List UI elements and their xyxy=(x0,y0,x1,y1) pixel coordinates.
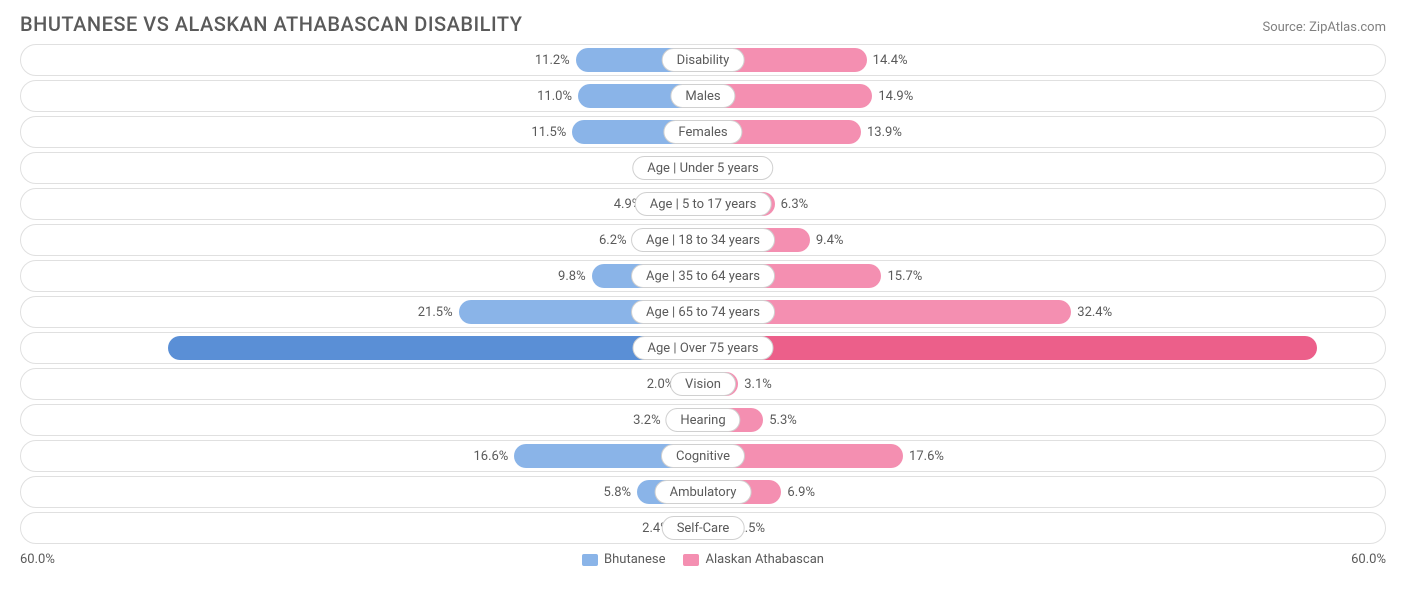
value-right: 13.9% xyxy=(867,117,902,147)
bar-left: 47.1% xyxy=(168,336,703,360)
chart-area: 11.2% 14.4% Disability 11.0% 14.9% Males 11.5%… xyxy=(0,44,1406,544)
value-left: 16.6% xyxy=(473,441,508,471)
chart-row: 4.9%6.3%Age | 5 to 17 years xyxy=(20,188,1386,220)
value-left: 5.8% xyxy=(604,477,632,507)
legend-item-right: Alaskan Athabascan xyxy=(683,552,823,567)
chart-row: 47.1%54.0%Age | Over 75 years xyxy=(20,332,1386,364)
category-pill: Age | Over 75 years xyxy=(633,336,774,360)
axis-max-left: 60.0% xyxy=(20,552,55,567)
bar-right: 54.0% xyxy=(703,336,1317,360)
value-left: 11.2% xyxy=(535,45,570,75)
legend-swatch-right xyxy=(683,554,699,566)
category-pill: Age | 35 to 64 years xyxy=(631,264,775,288)
value-right: 17.6% xyxy=(909,441,944,471)
chart-row: 21.5% 32.4% Age | 65 to 74 years xyxy=(20,296,1386,328)
value-left: 6.2% xyxy=(599,225,627,255)
category-pill: Age | 65 to 74 years xyxy=(631,300,775,324)
chart-row: 2.4%2.5%Self-Care xyxy=(20,512,1386,544)
category-pill: Disability xyxy=(662,48,745,72)
category-pill: Age | Under 5 years xyxy=(632,156,773,180)
value-right: 6.9% xyxy=(787,477,815,507)
legend-item-left: Bhutanese xyxy=(582,552,665,567)
legend-label-right: Alaskan Athabascan xyxy=(705,552,823,567)
chart-row: 3.2% 5.3% Hearing xyxy=(20,404,1386,436)
chart-row: 11.0% 14.9% Males xyxy=(20,80,1386,112)
legend: Bhutanese Alaskan Athabascan xyxy=(582,552,824,567)
chart-row: 1.2%1.5%Age | Under 5 years xyxy=(20,152,1386,184)
chart-source: Source: ZipAtlas.com xyxy=(1262,20,1386,35)
category-pill: Hearing xyxy=(665,408,740,432)
chart-title: BHUTANESE VS ALASKAN ATHABASCAN DISABILI… xyxy=(20,12,522,36)
value-left: 11.0% xyxy=(537,81,572,111)
chart-row: 5.8% 6.9% Ambulatory xyxy=(20,476,1386,508)
category-pill: Males xyxy=(670,84,735,108)
value-right: 32.4% xyxy=(1077,297,1112,327)
value-right: 14.4% xyxy=(873,45,908,75)
axis-max-right: 60.0% xyxy=(1351,552,1386,567)
value-left: 21.5% xyxy=(418,297,453,327)
category-pill: Ambulatory xyxy=(655,480,752,504)
value-right: 6.3% xyxy=(781,189,809,219)
value-right: 15.7% xyxy=(887,261,922,291)
chart-row: 9.8% 15.7% Age | 35 to 64 years xyxy=(20,260,1386,292)
legend-label-left: Bhutanese xyxy=(604,552,665,567)
value-right: 5.3% xyxy=(769,405,797,435)
legend-swatch-left xyxy=(582,554,598,566)
chart-row: 2.0%3.1%Vision xyxy=(20,368,1386,400)
value-left: 9.8% xyxy=(558,261,586,291)
category-pill: Age | 5 to 17 years xyxy=(635,192,772,216)
category-pill: Age | 18 to 34 years xyxy=(631,228,775,252)
category-pill: Cognitive xyxy=(661,444,745,468)
value-left: 3.2% xyxy=(633,405,661,435)
category-pill: Self-Care xyxy=(662,516,745,540)
category-pill: Females xyxy=(663,120,742,144)
chart-row: 11.5% 13.9% Females xyxy=(20,116,1386,148)
value-right: 3.1% xyxy=(744,369,772,399)
value-right: 9.4% xyxy=(816,225,844,255)
chart-row: 6.2% 9.4% Age | 18 to 34 years xyxy=(20,224,1386,256)
category-pill: Vision xyxy=(670,372,736,396)
value-right: 14.9% xyxy=(878,81,913,111)
chart-row: 11.2% 14.4% Disability xyxy=(20,44,1386,76)
chart-row: 16.6% 17.6% Cognitive xyxy=(20,440,1386,472)
value-left: 11.5% xyxy=(531,117,566,147)
